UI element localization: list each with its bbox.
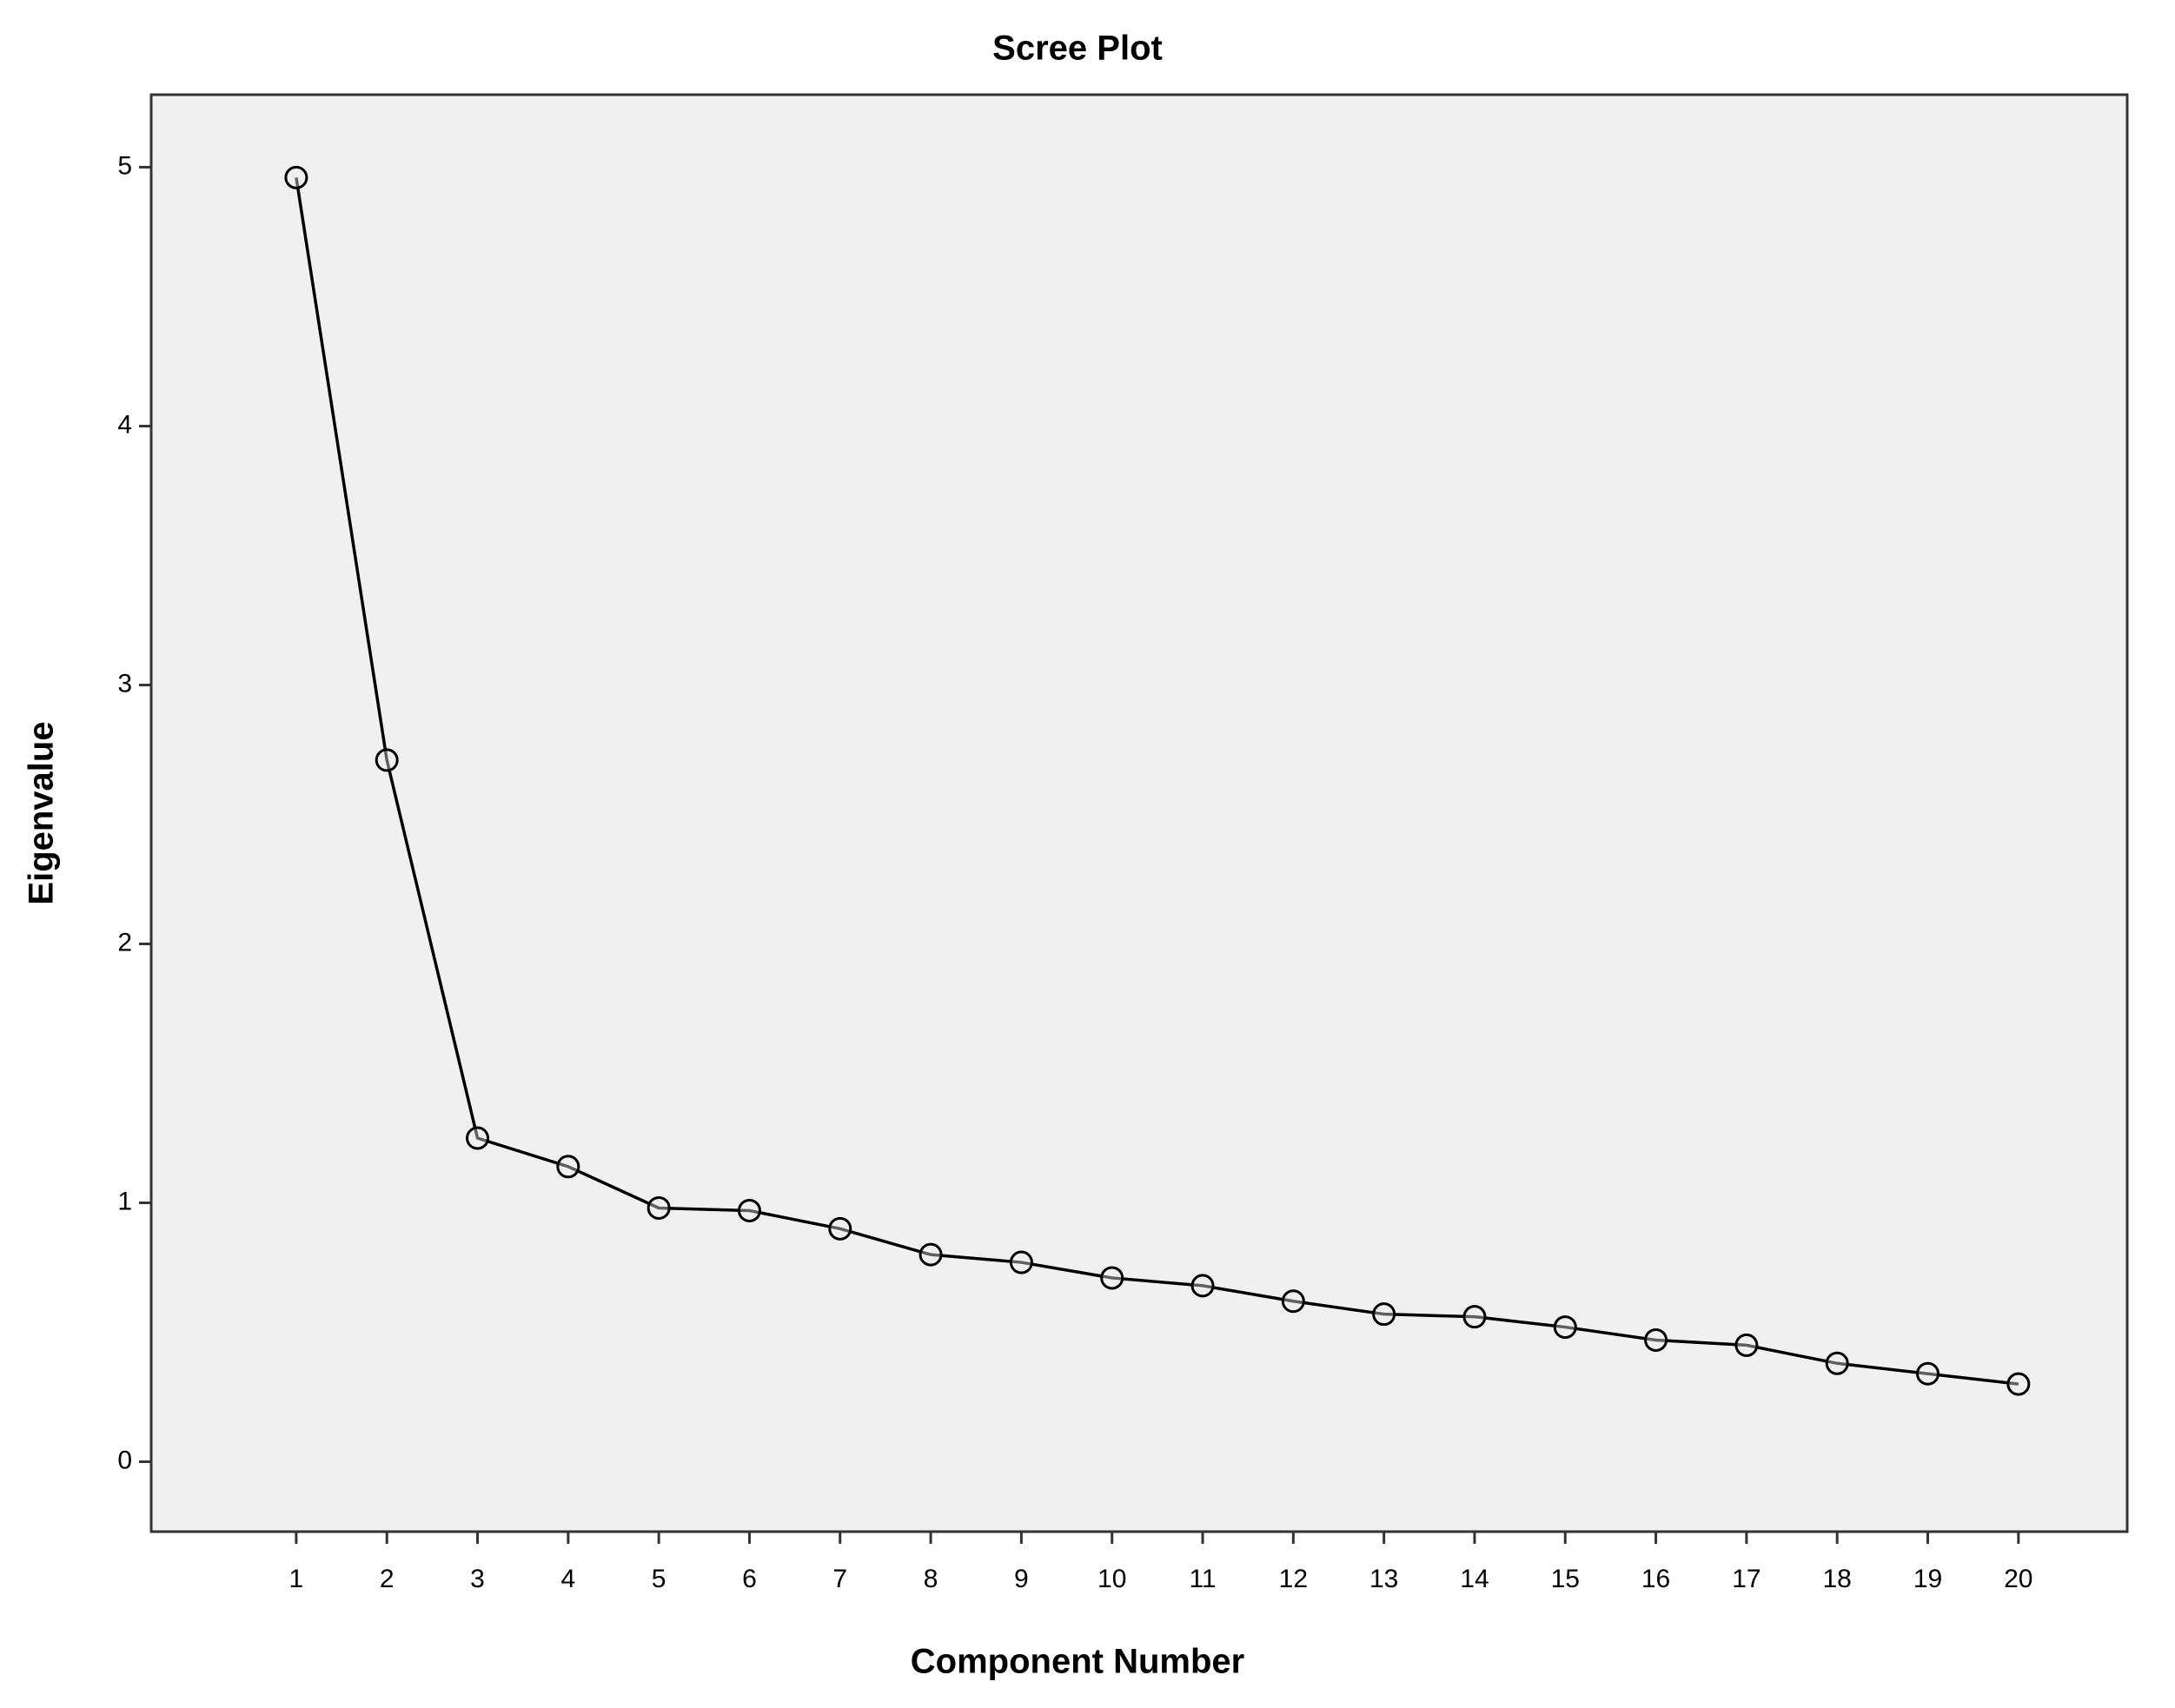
y-tick-label: 0 — [117, 1446, 132, 1474]
point — [556, 1155, 580, 1179]
x-tick-label: 20 — [2004, 1565, 2032, 1593]
point — [918, 1242, 943, 1267]
plot-area — [149, 93, 2129, 1533]
x-tick-label: 16 — [1641, 1565, 1670, 1593]
x-tick-label: 6 — [742, 1565, 757, 1593]
y-tick-label: 1 — [117, 1187, 132, 1215]
point — [375, 748, 399, 772]
point — [737, 1198, 761, 1222]
point — [1825, 1351, 1849, 1375]
x-tick-label: 14 — [1460, 1565, 1489, 1593]
point — [1281, 1289, 1305, 1314]
point — [1916, 1361, 1940, 1386]
y-tick-label: 5 — [117, 151, 132, 180]
point — [1009, 1250, 1033, 1274]
y-tick-label: 4 — [117, 410, 132, 439]
x-tick-label: 4 — [560, 1565, 575, 1593]
x-tick-label: 1 — [289, 1565, 304, 1593]
point — [1644, 1327, 1668, 1352]
point — [284, 165, 308, 189]
x-tick-label: 18 — [1823, 1565, 1852, 1593]
y-tick-label: 2 — [117, 928, 132, 957]
y-axis-title: Eigenvalue — [23, 721, 61, 904]
chart-title: Scree Plot — [992, 30, 1163, 68]
x-tick-label: 8 — [924, 1565, 938, 1593]
point — [1100, 1266, 1124, 1290]
point — [1462, 1305, 1487, 1329]
x-axis-title: Component Number — [911, 1643, 1244, 1681]
x-tick-label: 10 — [1097, 1565, 1126, 1593]
x-tick-label: 5 — [652, 1565, 666, 1593]
point — [1190, 1274, 1215, 1298]
x-tick-label: 2 — [380, 1565, 395, 1593]
point — [1734, 1333, 1759, 1357]
x-tick-label: 11 — [1189, 1565, 1216, 1593]
line — [295, 177, 2019, 1386]
point — [2006, 1372, 2031, 1396]
point — [1553, 1315, 1577, 1340]
x-tick-label: 12 — [1279, 1565, 1308, 1593]
y-tick-label: 3 — [117, 669, 132, 698]
point — [1372, 1302, 1396, 1327]
point — [647, 1195, 671, 1220]
x-tick-label: 3 — [470, 1565, 485, 1593]
point — [466, 1126, 490, 1150]
x-tick-label: 15 — [1551, 1565, 1580, 1593]
x-tick-label: 7 — [832, 1565, 847, 1593]
x-tick-label: 17 — [1732, 1565, 1761, 1593]
x-tick-label: 19 — [1913, 1565, 1942, 1593]
x-tick-label: 13 — [1369, 1565, 1398, 1593]
x-tick-label: 9 — [1014, 1565, 1029, 1593]
point — [828, 1216, 852, 1241]
